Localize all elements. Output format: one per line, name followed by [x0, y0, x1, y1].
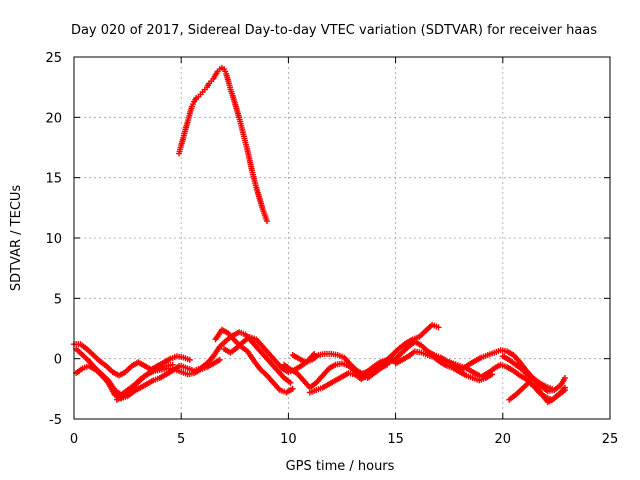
y-tick-label: 25: [45, 51, 62, 66]
data-point: [289, 385, 296, 392]
data-point: [186, 356, 193, 363]
chart-title: Day 020 of 2017, Sidereal Day-to-day VTE…: [71, 23, 597, 38]
y-tick-label: 15: [45, 172, 62, 187]
series-arc-g: [221, 333, 318, 375]
series-arc-f: [212, 326, 296, 396]
y-axis-label: SDTVAR / TECUs: [9, 185, 24, 292]
series-arc-e: [178, 329, 294, 386]
grid-lines: [74, 57, 610, 419]
data-point: [561, 374, 568, 381]
series-arc-j: [306, 321, 442, 396]
series-arc-p: [506, 379, 568, 406]
data-point: [561, 384, 568, 391]
series-arc-l: [392, 348, 496, 384]
y-tick-label: -5: [49, 413, 62, 428]
x-tick-label: 20: [495, 432, 512, 447]
x-axis-label: GPS time / hours: [286, 459, 395, 474]
series-high-arc: [176, 64, 270, 225]
x-tick-label: 10: [280, 432, 297, 447]
x-tick-label: 25: [602, 432, 619, 447]
data-point: [216, 356, 223, 363]
x-tick-label: 5: [177, 432, 185, 447]
y-tick-label: 10: [45, 232, 62, 247]
y-tick-label: 0: [54, 353, 62, 368]
data-point: [435, 324, 442, 331]
data-markers: [71, 64, 568, 406]
x-tick-label: 15: [387, 432, 404, 447]
x-tick-label: 0: [70, 432, 78, 447]
y-tick-label: 20: [45, 111, 62, 126]
plot-frame: [73, 56, 611, 420]
series-arc-o: [499, 353, 568, 395]
data-point: [263, 218, 270, 225]
y-tick-label: 5: [54, 292, 62, 307]
data-point: [287, 379, 294, 386]
